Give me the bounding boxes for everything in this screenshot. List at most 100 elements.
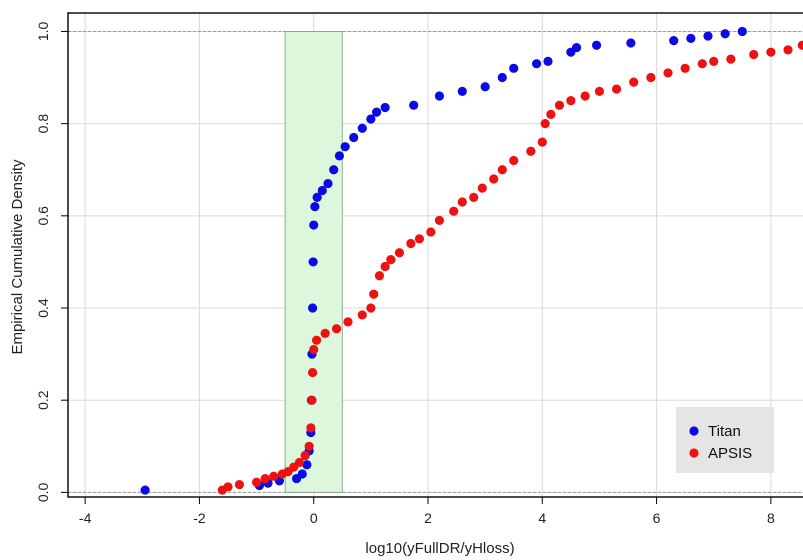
data-point-titan [720, 29, 730, 39]
y-tick-label: 0.0 [35, 482, 51, 502]
data-point-titan [380, 102, 390, 113]
series-apsis [217, 40, 803, 495]
data-point-apsis [749, 49, 759, 60]
legend-marker-titan [689, 426, 699, 436]
x-axis-title: log10(yFullDR/yHloss) [365, 540, 514, 557]
data-point-apsis [380, 261, 390, 272]
legend-marker-apsis [689, 448, 699, 458]
data-point-titan [366, 114, 376, 124]
data-point-apsis [306, 423, 316, 433]
legend-box [676, 407, 774, 473]
data-point-titan [497, 72, 507, 83]
data-point-apsis [260, 473, 270, 484]
legend-label-titan: Titan [708, 423, 741, 440]
x-axis: -4 -2 0 2 4 6 8 [79, 497, 775, 526]
data-point-apsis [663, 68, 673, 78]
reference-lines [68, 30, 803, 493]
y-tick-label: 0.4 [35, 298, 51, 318]
data-point-apsis [554, 100, 565, 110]
data-point-apsis [469, 192, 479, 202]
data-point-apsis [426, 227, 436, 237]
data-point-apsis [300, 450, 310, 461]
data-point-titan [349, 132, 359, 143]
data-point-apsis [709, 56, 719, 66]
legend-label-apsis: APSIS [708, 445, 752, 462]
data-point-apsis [546, 109, 556, 120]
plot-frame [67, 12, 803, 498]
series-titan [140, 26, 747, 495]
data-point-apsis [611, 84, 622, 94]
data-point-apsis [526, 146, 536, 156]
data-point-apsis [540, 119, 550, 129]
data-point-apsis [366, 303, 376, 313]
data-point-titan [434, 91, 445, 101]
data-point-apsis [234, 479, 245, 490]
data-point-apsis [251, 477, 262, 487]
data-point-titan [591, 40, 602, 50]
data-point-apsis [766, 47, 776, 57]
data-point-titan [307, 303, 318, 313]
data-point-titan [329, 165, 339, 175]
data-point-apsis [434, 215, 445, 226]
y-axis-title: Empirical Cumulative Density [9, 159, 26, 355]
data-point-titan [626, 38, 636, 48]
data-point-apsis [343, 317, 353, 327]
data-point-titan [297, 469, 307, 479]
data-point-apsis [697, 59, 707, 69]
x-tick-label: 6 [653, 510, 661, 526]
data-point-titan [309, 220, 319, 230]
data-point-apsis [449, 206, 459, 216]
data-point-apsis [331, 324, 342, 334]
data-point-titan [409, 100, 419, 110]
legend: Titan APSIS [676, 407, 774, 473]
data-point-apsis [509, 155, 519, 166]
data-point-apsis [629, 77, 639, 87]
data-point-titan [457, 86, 467, 96]
data-point-apsis [566, 95, 576, 106]
data-point-titan [357, 123, 367, 133]
data-point-apsis [374, 271, 385, 281]
data-point-apsis [594, 86, 605, 96]
y-tick-label: 0.6 [35, 206, 51, 226]
data-point-titan [480, 82, 490, 92]
y-axis: 0.0 0.2 0.4 0.6 0.8 1.0 [35, 21, 68, 502]
data-point-apsis [294, 457, 305, 468]
data-point-titan [509, 63, 519, 73]
data-point-titan [737, 26, 747, 37]
y-tick-label: 0.2 [35, 390, 51, 410]
data-point-apsis [311, 335, 322, 345]
data-point-titan [703, 31, 713, 41]
data-point-apsis [307, 367, 318, 378]
data-point-apsis [680, 63, 690, 73]
data-point-titan [302, 460, 312, 470]
data-point-titan [334, 151, 345, 161]
data-point-apsis [309, 344, 319, 355]
data-point-titan [531, 59, 542, 69]
data-point-apsis [783, 45, 793, 55]
data-point-apsis [369, 289, 379, 299]
x-tick-label: -4 [79, 510, 92, 526]
data-point-apsis [477, 183, 487, 193]
data-point-titan [571, 42, 582, 53]
data-point-apsis [320, 328, 330, 338]
data-point-apsis [797, 40, 803, 50]
data-point-apsis [497, 165, 507, 175]
data-point-apsis [537, 137, 547, 147]
data-point-apsis [726, 54, 736, 64]
x-tick-label: -2 [193, 510, 206, 526]
data-point-titan [317, 185, 327, 196]
data-point-titan [686, 33, 696, 43]
data-point-apsis [580, 91, 590, 101]
data-point-titan [310, 202, 320, 212]
data-point-titan [140, 485, 150, 495]
data-point-titan [312, 192, 322, 202]
x-tick-label: 2 [424, 510, 432, 526]
data-point-apsis [414, 234, 425, 244]
data-point-apsis [269, 471, 279, 481]
data-point-apsis [406, 238, 416, 249]
x-tick-label: 0 [310, 510, 318, 526]
data-point-apsis [357, 310, 367, 320]
y-tick-label: 0.8 [35, 114, 51, 134]
data-point-titan [340, 142, 350, 152]
